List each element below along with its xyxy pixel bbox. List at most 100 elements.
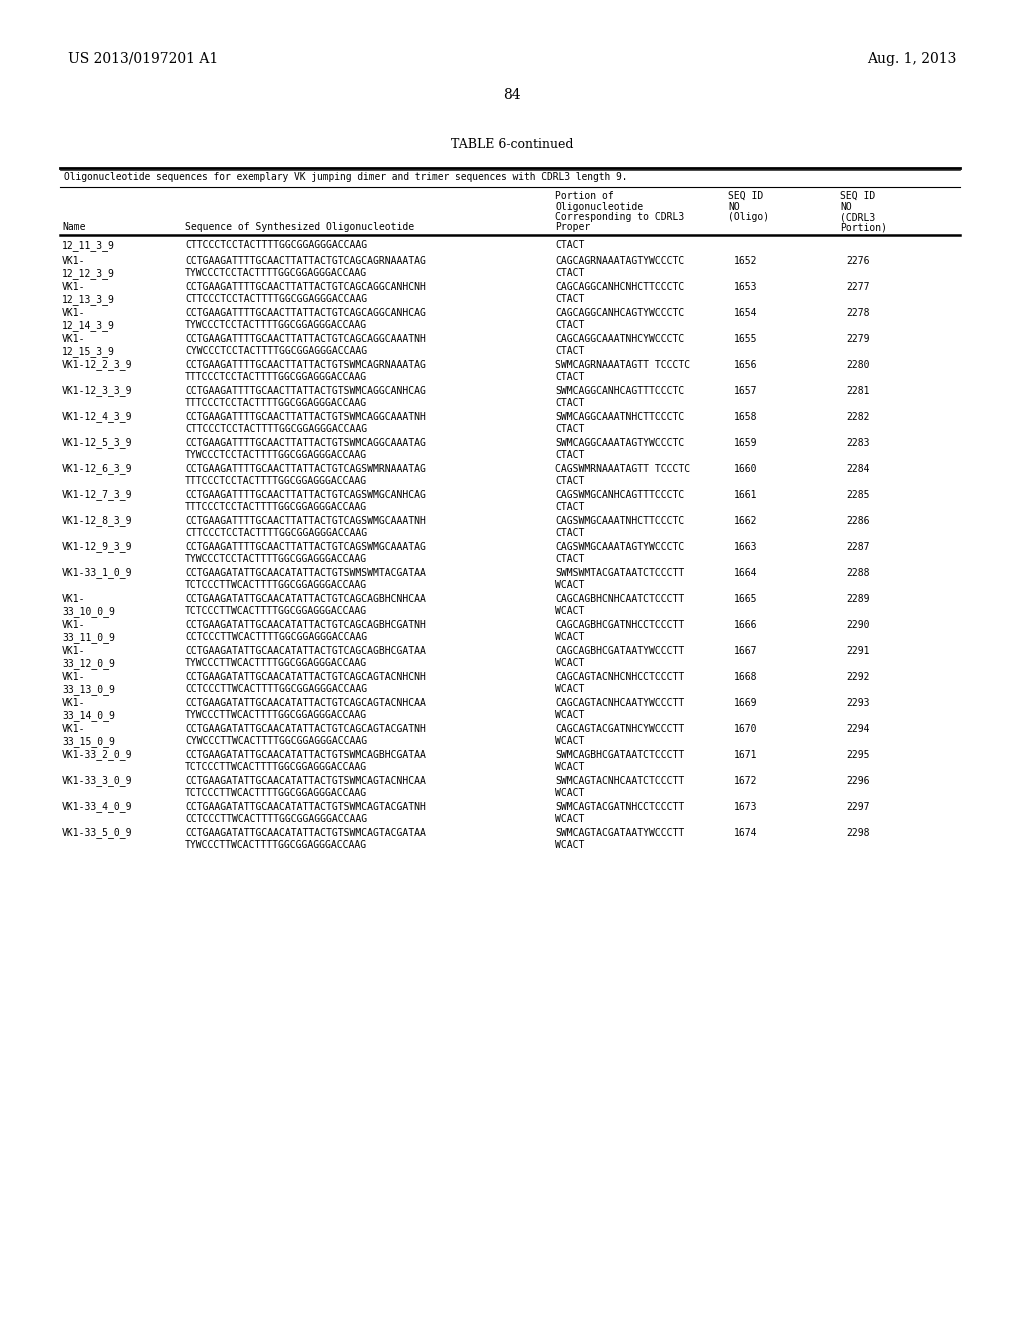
Text: 1655: 1655 [734, 334, 758, 343]
Text: 2289: 2289 [846, 594, 869, 603]
Text: CCTGAAGATATTGCAACATATTACTGTSWMCAGTACGATNH
CCTCCCTTWCACTTTTGGCGGAGGGACCAAG: CCTGAAGATATTGCAACATATTACTGTSWMCAGTACGATN… [185, 801, 426, 824]
Text: CCTGAAGATTTTGCAACTTATTACTGTCAGCAGGCANHCAG
TYWCCCTCCTACTTTTGGCGGAGGGACCAAG: CCTGAAGATTTTGCAACTTATTACTGTCAGCAGGCANHCA… [185, 308, 426, 330]
Text: NO: NO [840, 202, 852, 211]
Text: US 2013/0197201 A1: US 2013/0197201 A1 [68, 51, 218, 66]
Text: 1654: 1654 [734, 308, 758, 318]
Text: 2292: 2292 [846, 672, 869, 681]
Text: (CDRL3: (CDRL3 [840, 213, 876, 222]
Text: VK1-12_6_3_9: VK1-12_6_3_9 [62, 463, 132, 474]
Text: Sequence of Synthesized Oligonucleotide: Sequence of Synthesized Oligonucleotide [185, 223, 414, 232]
Text: 2290: 2290 [846, 619, 869, 630]
Text: CCTGAAGATATTGCAACATATTACTGTCAGCAGBHCNHCAA
TCTCCCTTWCACTTTTGGCGGAGGGACCAAG: CCTGAAGATATTGCAACATATTACTGTCAGCAGBHCNHCA… [185, 594, 426, 616]
Text: SWMCAGTACGATAATYWCCCTT
WCACT: SWMCAGTACGATAATYWCCCTT WCACT [555, 828, 684, 850]
Text: CAGSWMGCANHCAGTTTCCCTC
CTACT: CAGSWMGCANHCAGTTTCCCTC CTACT [555, 490, 684, 512]
Text: 2295: 2295 [846, 750, 869, 759]
Text: Name: Name [62, 223, 85, 232]
Text: VK1-
33_10_0_9: VK1- 33_10_0_9 [62, 594, 115, 616]
Text: VK1-
12_12_3_9: VK1- 12_12_3_9 [62, 256, 115, 279]
Text: CCTGAAGATTTTGCAACTTATTACTGTCAGSWMGCANHCAG
TTTCCCTCCTACTTTTGGCGGAGGGACCAAG: CCTGAAGATTTTGCAACTTATTACTGTCAGSWMGCANHCA… [185, 490, 426, 512]
Text: CAGSWMRNAAATAGTT TCCCTC
CTACT: CAGSWMRNAAATAGTT TCCCTC CTACT [555, 463, 690, 486]
Text: VK1-33_5_0_9: VK1-33_5_0_9 [62, 828, 132, 838]
Text: 2293: 2293 [846, 697, 869, 708]
Text: VK1-
12_15_3_9: VK1- 12_15_3_9 [62, 334, 115, 356]
Text: CAGCAGBHCNHCAATCTCCCTT
WCACT: CAGCAGBHCNHCAATCTCCCTT WCACT [555, 594, 684, 616]
Text: CAGCAGRNAAATAGTYWCCCTC
CTACT: CAGCAGRNAAATAGTYWCCCTC CTACT [555, 256, 684, 279]
Text: VK1-
33_11_0_9: VK1- 33_11_0_9 [62, 619, 115, 643]
Text: 2286: 2286 [846, 516, 869, 525]
Text: 1652: 1652 [734, 256, 758, 265]
Text: CCTGAAGATATTGCAACATATTACTGTCAGCAGTACGATNH
CYWCCCTTWCACTTTTGGCGGAGGGACCAAG: CCTGAAGATATTGCAACATATTACTGTCAGCAGTACGATN… [185, 723, 426, 746]
Text: CCTGAAGATATTGCAACATATTACTGTCAGCAGTACNHCNH
CCTCCCTTWCACTTTTGGCGGAGGGACCAAG: CCTGAAGATATTGCAACATATTACTGTCAGCAGTACNHCN… [185, 672, 426, 694]
Text: CAGCAGGCANHCAGTYWCCCTC
CTACT: CAGCAGGCANHCAGTYWCCCTC CTACT [555, 308, 684, 330]
Text: Oligonucleotide sequences for exemplary VK jumping dimer and trimer sequences wi: Oligonucleotide sequences for exemplary … [63, 172, 628, 182]
Text: VK1-
33_15_0_9: VK1- 33_15_0_9 [62, 723, 115, 747]
Text: SWMCAGBHCGATAATCTCCCTT
WCACT: SWMCAGBHCGATAATCTCCCTT WCACT [555, 750, 684, 772]
Text: 1666: 1666 [734, 619, 758, 630]
Text: SWMCAGTACGATNHCCTCCCTT
WCACT: SWMCAGTACGATNHCCTCCCTT WCACT [555, 801, 684, 824]
Text: SWMSWMTACGATAATCTCCCTT
WCACT: SWMSWMTACGATAATCTCCCTT WCACT [555, 568, 684, 590]
Text: CAGCAGGCAAATNHCYWCCCTC
CTACT: CAGCAGGCAAATNHCYWCCCTC CTACT [555, 334, 684, 356]
Text: 1669: 1669 [734, 697, 758, 708]
Text: VK1-
33_12_0_9: VK1- 33_12_0_9 [62, 645, 115, 669]
Text: CAGSWMGCAAATNHCTTCCCTC
CTACT: CAGSWMGCAAATNHCTTCCCTC CTACT [555, 516, 684, 539]
Text: VK1-33_1_0_9: VK1-33_1_0_9 [62, 568, 132, 578]
Text: 12_11_3_9: 12_11_3_9 [62, 240, 115, 251]
Text: 1674: 1674 [734, 828, 758, 837]
Text: 1667: 1667 [734, 645, 758, 656]
Text: CCTGAAGATTTTGCAACTTATTACTGTCAGCAGGCANHCNH
CTTCCCTCCTACTTTTGGCGGAGGGACCAAG: CCTGAAGATTTTGCAACTTATTACTGTCAGCAGGCANHCN… [185, 281, 426, 304]
Text: NO: NO [728, 202, 739, 211]
Text: VK1-12_2_3_9: VK1-12_2_3_9 [62, 359, 132, 371]
Text: CAGCAGGCANHCNHCTTCCCTC
CTACT: CAGCAGGCANHCNHCTTCCCTC CTACT [555, 281, 684, 304]
Text: 2285: 2285 [846, 490, 869, 499]
Text: CCTGAAGATTTTGCAACTTATTACTGTSWMCAGRNAAATAG
TTTCCCTCCTACTTTTGGCGGAGGGACCAAG: CCTGAAGATTTTGCAACTTATTACTGTSWMCAGRNAAATA… [185, 359, 426, 381]
Text: CTACT: CTACT [555, 240, 585, 249]
Text: CCTGAAGATATTGCAACATATTACTGTCAGCAGTACNHCAA
TYWCCCTTWCACTTTTGGCGGAGGGACCAAG: CCTGAAGATATTGCAACATATTACTGTCAGCAGTACNHCA… [185, 697, 426, 719]
Text: CCTGAAGATTTTGCAACTTATTACTGTSWMCAGGCAAATNH
CTTCCCTCCTACTTTTGGCGGAGGGACCAAG: CCTGAAGATTTTGCAACTTATTACTGTSWMCAGGCAAATN… [185, 412, 426, 434]
Text: VK1-12_3_3_9: VK1-12_3_3_9 [62, 385, 132, 396]
Text: 1658: 1658 [734, 412, 758, 421]
Text: 2298: 2298 [846, 828, 869, 837]
Text: 1672: 1672 [734, 776, 758, 785]
Text: 2278: 2278 [846, 308, 869, 318]
Text: VK1-12_8_3_9: VK1-12_8_3_9 [62, 516, 132, 527]
Text: Oligonucleotide: Oligonucleotide [555, 202, 643, 211]
Text: CAGCAGTACGATNHCYWCCCTT
WCACT: CAGCAGTACGATNHCYWCCCTT WCACT [555, 723, 684, 746]
Text: VK1-12_9_3_9: VK1-12_9_3_9 [62, 541, 132, 552]
Text: VK1-12_4_3_9: VK1-12_4_3_9 [62, 412, 132, 422]
Text: 1668: 1668 [734, 672, 758, 681]
Text: VK1-
12_14_3_9: VK1- 12_14_3_9 [62, 308, 115, 331]
Text: 2279: 2279 [846, 334, 869, 343]
Text: 84: 84 [503, 88, 521, 102]
Text: 2284: 2284 [846, 463, 869, 474]
Text: CCTGAAGATTTTGCAACTTATTACTGTCAGCAGRNAAATAG
TYWCCCTCCTACTTTTGGCGGAGGGACCAAG: CCTGAAGATTTTGCAACTTATTACTGTCAGCAGRNAAATA… [185, 256, 426, 279]
Text: 2277: 2277 [846, 281, 869, 292]
Text: 2297: 2297 [846, 801, 869, 812]
Text: SWMCAGRNAAATAGTT TCCCTC
CTACT: SWMCAGRNAAATAGTT TCCCTC CTACT [555, 359, 690, 381]
Text: Portion): Portion) [840, 223, 887, 232]
Text: TABLE 6-continued: TABLE 6-continued [451, 139, 573, 150]
Text: VK1-
12_13_3_9: VK1- 12_13_3_9 [62, 281, 115, 305]
Text: CCTGAAGATTTTGCAACTTATTACTGTCAGSWMRNAAATAG
TTTCCCTCCTACTTTTGGCGGAGGGACCAAG: CCTGAAGATTTTGCAACTTATTACTGTCAGSWMRNAAATA… [185, 463, 426, 486]
Text: CCTGAAGATTTTGCAACTTATTACTGTCAGSWMGCAAATNH
CTTCCCTCCTACTTTTGGCGGAGGGACCAAG: CCTGAAGATTTTGCAACTTATTACTGTCAGSWMGCAAATN… [185, 516, 426, 539]
Text: CCTGAAGATTTTGCAACTTATTACTGTSWMCAGGCAAATAG
TYWCCCTCCTACTTTTGGCGGAGGGACCAAG: CCTGAAGATTTTGCAACTTATTACTGTSWMCAGGCAAATA… [185, 437, 426, 459]
Text: CCTGAAGATATTGCAACATATTACTGTSWMCAGBHCGATAA
TCTCCCTTWCACTTTTGGCGGAGGGACCAAG: CCTGAAGATATTGCAACATATTACTGTSWMCAGBHCGATA… [185, 750, 426, 772]
Text: CAGSWMGCAAATAGTYWCCCTC
CTACT: CAGSWMGCAAATAGTYWCCCTC CTACT [555, 541, 684, 564]
Text: 1671: 1671 [734, 750, 758, 759]
Text: CAGCAGTACNHCNHCCTCCCTT
WCACT: CAGCAGTACNHCNHCCTCCCTT WCACT [555, 672, 684, 694]
Text: 1664: 1664 [734, 568, 758, 578]
Text: VK1-12_5_3_9: VK1-12_5_3_9 [62, 437, 132, 449]
Text: Proper: Proper [555, 223, 590, 232]
Text: SWMCAGGCANHCAGTTTCCCTC
CTACT: SWMCAGGCANHCAGTTTCCCTC CTACT [555, 385, 684, 408]
Text: CCTGAAGATATTGCAACATATTACTGTSWMSWMTACGATAA
TCTCCCTTWCACTTTTGGCGGAGGGACCAAG: CCTGAAGATATTGCAACATATTACTGTSWMSWMTACGATA… [185, 568, 426, 590]
Text: 2282: 2282 [846, 412, 869, 421]
Text: 1665: 1665 [734, 594, 758, 603]
Text: VK1-33_2_0_9: VK1-33_2_0_9 [62, 750, 132, 760]
Text: CAGCAGBHCGATAATYWCCCTT
WCACT: CAGCAGBHCGATAATYWCCCTT WCACT [555, 645, 684, 668]
Text: 1657: 1657 [734, 385, 758, 396]
Text: 2280: 2280 [846, 359, 869, 370]
Text: (Oligo): (Oligo) [728, 213, 769, 222]
Text: SWMCAGGCAAATAGTYWCCCTC
CTACT: SWMCAGGCAAATAGTYWCCCTC CTACT [555, 437, 684, 459]
Text: VK1-33_3_0_9: VK1-33_3_0_9 [62, 776, 132, 787]
Text: SWMCAGGCAAATNHCTTCCCTC
CTACT: SWMCAGGCAAATNHCTTCCCTC CTACT [555, 412, 684, 434]
Text: 1660: 1660 [734, 463, 758, 474]
